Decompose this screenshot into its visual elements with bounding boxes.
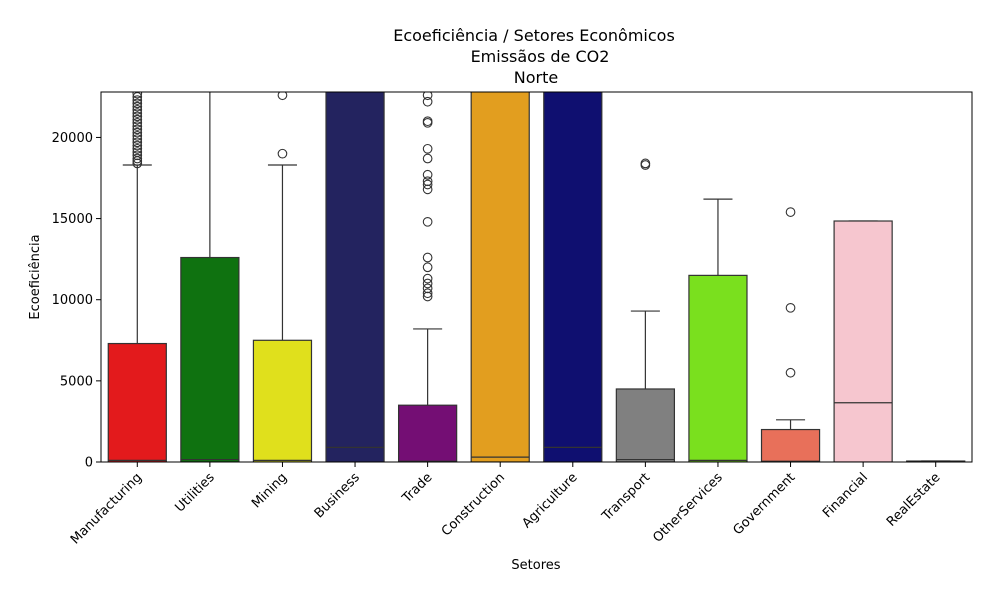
- box-body: [833, 220, 893, 462]
- box-body: [397, 404, 458, 462]
- box-construction: [470, 92, 530, 462]
- plot-frame: [100, 91, 973, 463]
- y-axis: 0 5000 10000 15000 20000: [52, 131, 101, 471]
- outlier-point: [422, 116, 433, 127]
- outlier-point: [422, 252, 433, 263]
- box-body: [688, 274, 748, 462]
- outlier-point: [422, 184, 433, 195]
- y-axis-label: Ecoeficiência: [28, 234, 43, 319]
- outlier-point: [277, 148, 288, 159]
- outlier-point: [132, 95, 143, 105]
- outlier-point: [422, 176, 433, 187]
- box-transport: [615, 158, 676, 462]
- outlier-point: [785, 367, 796, 378]
- outlier-point: [277, 92, 288, 101]
- outlier-point: [422, 153, 433, 164]
- outlier-point: [132, 153, 143, 164]
- x-tick-label: Construction: [439, 470, 508, 539]
- outlier-point: [132, 130, 143, 141]
- box-body: [615, 388, 676, 462]
- outlier-point: [785, 207, 796, 217]
- y-tick-label: 15000: [52, 212, 93, 227]
- outlier-point: [132, 147, 143, 157]
- outlier-point: [132, 101, 143, 112]
- box-government: [760, 207, 821, 462]
- outlier-point: [132, 127, 143, 138]
- outlier-point: [132, 134, 143, 144]
- box-mining: [252, 92, 313, 462]
- outlier-point: [785, 302, 796, 313]
- x-tick-label: Trade: [399, 470, 435, 506]
- x-tick-label: Transport: [599, 470, 653, 524]
- outlier-point: [132, 143, 143, 154]
- outlier-point: [422, 273, 433, 284]
- outlier-point: [132, 111, 143, 122]
- outlier-point: [422, 179, 433, 190]
- x-tick-label: Utilities: [172, 470, 217, 515]
- y-tick-label: 20000: [52, 131, 93, 146]
- x-axis-label: Setores: [511, 558, 560, 573]
- outlier-point: [422, 143, 433, 154]
- outlier-point: [132, 121, 143, 131]
- x-tick-label: Financial: [820, 470, 871, 521]
- y-tick-label: 0: [85, 456, 93, 471]
- chart-title: Ecoeficiência / Setores Econômicos Emiss…: [393, 26, 675, 87]
- x-tick-label: Mining: [249, 470, 290, 511]
- box-manufacturing: [107, 92, 167, 462]
- title-line-3: Norte: [514, 68, 558, 87]
- box-business: [325, 92, 385, 462]
- outlier-point: [132, 92, 143, 102]
- box-utilities: [180, 92, 240, 462]
- y-tick-label: 10000: [52, 293, 93, 308]
- outlier-point: [640, 158, 651, 169]
- outlier-point: [132, 114, 143, 125]
- title-line-2: Emissãos de CO2: [471, 47, 610, 66]
- box-trade: [397, 92, 458, 462]
- outlier-point: [132, 124, 143, 135]
- x-tick-label: Business: [312, 470, 363, 521]
- outlier-point: [422, 262, 433, 273]
- outlier-point: [132, 98, 143, 109]
- box-body: [180, 256, 240, 462]
- outlier-point: [422, 92, 433, 101]
- outlier-point: [132, 140, 143, 151]
- outlier-point: [132, 150, 143, 161]
- outlier-point: [422, 283, 433, 294]
- outlier-point: [132, 137, 143, 148]
- title-line-1: Ecoeficiência / Setores Econômicos: [393, 26, 675, 45]
- x-tick-label: RealEstate: [884, 470, 944, 530]
- box-body: [325, 92, 385, 462]
- x-axis: Manufacturing Utilities Mining Business Trad…: [68, 462, 944, 547]
- box-body: [252, 339, 313, 462]
- outlier-point: [422, 288, 433, 299]
- outlier-point: [422, 278, 433, 289]
- box-agriculture: [543, 92, 603, 462]
- box-body: [760, 428, 821, 462]
- box-body: [543, 92, 603, 462]
- outlier-point: [132, 92, 143, 99]
- x-tick-label: Government: [730, 470, 798, 538]
- outlier-point: [422, 169, 433, 180]
- outlier-point: [132, 105, 143, 115]
- outlier-point: [422, 216, 433, 227]
- box-otherservices: [688, 198, 748, 462]
- box-financial: [833, 220, 893, 462]
- box-body: [107, 342, 167, 462]
- x-tick-label: Manufacturing: [68, 470, 145, 547]
- outlier-point: [132, 117, 143, 128]
- outlier-point: [422, 96, 433, 107]
- outlier-point: [132, 108, 143, 118]
- y-tick-label: 5000: [60, 374, 93, 389]
- box-body: [470, 92, 530, 462]
- x-tick-label: OtherServices: [650, 470, 726, 546]
- x-tick-label: Agriculture: [519, 470, 580, 531]
- plot-area: [107, 92, 966, 462]
